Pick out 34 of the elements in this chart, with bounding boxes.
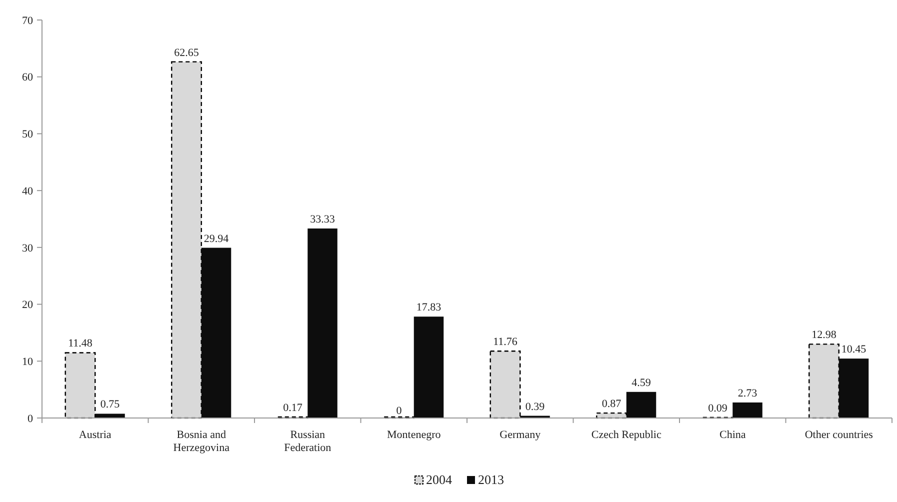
data-label: 10.45 [841,344,867,356]
x-tick-label: Germany [500,429,542,441]
data-label: 11.48 [68,338,93,350]
data-label: 0.87 [602,398,622,410]
data-label: 33.33 [310,213,336,226]
data-label: 0 [396,405,402,417]
y-tick-label: 60 [22,72,34,84]
y-tick-label: 70 [22,14,34,27]
y-tick-label: 0 [28,412,34,425]
data-label: 0.09 [708,402,728,414]
data-label: 4.59 [632,376,652,389]
data-label: 0.75 [100,398,120,411]
data-label: 0.39 [525,400,546,413]
x-tick-label: China [719,429,746,441]
data-label: 11.76 [493,336,518,348]
data-label: 0.17 [283,402,303,414]
x-tick-label: Russian Federation [284,429,332,454]
legend-label: 2004 [426,472,452,487]
data-label: 17.83 [416,302,442,314]
data-label: 2.73 [738,387,758,400]
data-label: 29.94 [204,232,230,245]
y-tick-label: 30 [22,242,34,254]
y-tick-label: 40 [22,185,34,198]
x-tick-label: Bosnia and Herzegovina [173,429,230,454]
data-label: 62.65 [174,46,200,59]
y-tick-label: 10 [22,356,34,368]
legend-label: 2013 [478,472,504,487]
x-tick-label: Austria [78,429,112,441]
y-tick-label: 50 [22,128,34,141]
x-tick-label: Czech Republic [591,429,662,441]
data-label: 12.98 [812,329,837,342]
y-tick-label: 20 [22,299,34,312]
x-tick-label: Other countries [804,429,873,441]
x-tick-label: Montenegro [386,429,442,441]
